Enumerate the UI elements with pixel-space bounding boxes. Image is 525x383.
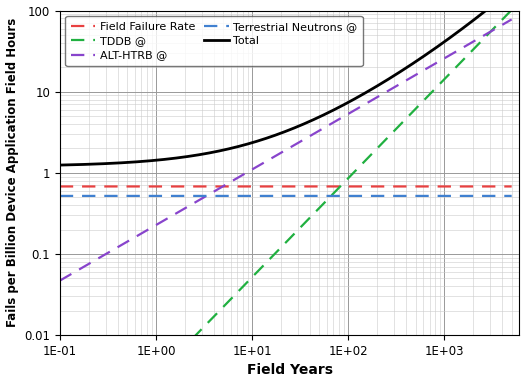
- Field Failure Rate: [80, 184, 86, 189]
- Line: ALT-HTRB @: ALT-HTRB @: [60, 20, 512, 281]
- ALT-HTRB @: [276, 151, 282, 156]
- Field Failure Rate: [276, 184, 282, 189]
- Field Failure Rate: [265, 184, 271, 189]
- Terrestrial Neutrons @: [495, 194, 501, 198]
- Total: [413, 59, 419, 64]
- ALT-HTRB @: [57, 278, 63, 283]
- TDDB @: [189, 337, 195, 341]
- ALT-HTRB @: [80, 265, 86, 270]
- TDDB @: [509, 8, 515, 12]
- Terrestrial Neutrons @: [276, 194, 282, 198]
- Total: [265, 136, 271, 140]
- Field Failure Rate: [413, 184, 419, 189]
- Terrestrial Neutrons @: [80, 194, 86, 198]
- TDDB @: [406, 113, 413, 117]
- Total: [57, 163, 63, 167]
- Field Failure Rate: [495, 184, 501, 189]
- Terrestrial Neutrons @: [509, 194, 515, 198]
- TDDB @: [254, 270, 260, 275]
- Total: [496, 0, 502, 3]
- X-axis label: Field Years: Field Years: [247, 363, 333, 377]
- Field Failure Rate: [509, 184, 515, 189]
- Y-axis label: Fails per Billion Device Application Field Hours: Fails per Billion Device Application Fie…: [6, 18, 18, 327]
- ALT-HTRB @: [495, 25, 501, 29]
- Terrestrial Neutrons @: [57, 194, 63, 198]
- ALT-HTRB @: [496, 25, 502, 29]
- Line: Total: Total: [60, 0, 512, 165]
- Field Failure Rate: [496, 184, 502, 189]
- Terrestrial Neutrons @: [413, 194, 419, 198]
- TDDB @: [285, 238, 291, 243]
- ALT-HTRB @: [509, 17, 515, 22]
- Terrestrial Neutrons @: [496, 194, 502, 198]
- TDDB @: [499, 17, 506, 21]
- Total: [276, 131, 282, 136]
- ALT-HTRB @: [265, 158, 271, 163]
- Terrestrial Neutrons @: [265, 194, 271, 198]
- Legend: Field Failure Rate, TDDB @, ALT-HTRB @, Terrestrial Neutrons @, Total: Field Failure Rate, TDDB @, ALT-HTRB @, …: [66, 16, 363, 66]
- Line: TDDB @: TDDB @: [192, 10, 512, 339]
- ALT-HTRB @: [413, 73, 419, 77]
- Total: [80, 162, 86, 167]
- TDDB @: [233, 292, 239, 296]
- Total: [495, 0, 501, 3]
- Field Failure Rate: [57, 184, 63, 189]
- TDDB @: [228, 296, 234, 301]
